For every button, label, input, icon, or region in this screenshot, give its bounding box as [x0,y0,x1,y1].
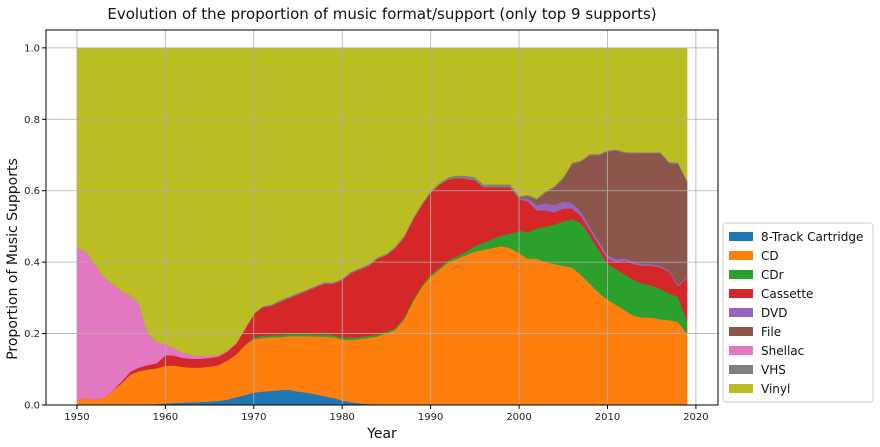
legend-label: 8-Track Cartridge [761,230,863,244]
legend-swatch [729,251,753,260]
legend-label: Cassette [761,287,813,301]
legend-label: VHS [761,363,786,377]
chart-title: Evolution of the proportion of music for… [107,5,656,23]
legend-swatch [729,232,753,241]
plot-frame [45,29,719,406]
legend-label: CD [761,249,779,263]
x-tick-label: 1950 [64,412,89,423]
y-tick-label: 0.8 [24,115,40,126]
stacked-areas [76,47,688,406]
legend-label: CDr [761,268,784,282]
legend-swatch [729,384,753,393]
x-tick-label: 1980 [329,412,354,423]
y-tick-label: 0.4 [24,258,40,269]
y-axis-title: Proportion of Music Supports [5,158,21,360]
y-tick-label: 0.0 [24,401,40,412]
x-axis-title: Year [366,426,397,442]
x-tick-label: 1990 [418,412,443,423]
legend: 8-Track Cartridge CD CDr Cassette DVD File She… [722,222,874,403]
y-axis-ticks: 0.0 0.2 0.4 0.6 0.8 1.0 [24,43,46,412]
x-tick-label: 1970 [241,412,266,423]
legend-swatch [729,270,753,279]
legend-swatch [729,346,753,355]
legend-box [722,222,874,403]
legend-swatch [729,289,753,298]
legend-swatch [729,365,753,374]
legend-swatch [729,327,753,336]
x-tick-label: 2010 [595,412,620,423]
x-tick-label: 2020 [683,412,708,423]
x-axis-ticks: 1950 1960 1970 1980 1990 2000 2010 2020 [64,405,709,423]
legend-label: File [761,325,781,339]
x-tick-label: 1960 [153,412,178,423]
legend-label: DVD [761,306,787,320]
legend-label: Shellac [761,344,804,358]
y-tick-label: 1.0 [24,43,40,54]
legend-swatch [729,308,753,317]
x-tick-label: 2000 [506,412,531,423]
y-tick-label: 0.6 [24,186,40,197]
legend-label: Vinyl [761,382,790,396]
y-tick-label: 0.2 [24,329,40,340]
